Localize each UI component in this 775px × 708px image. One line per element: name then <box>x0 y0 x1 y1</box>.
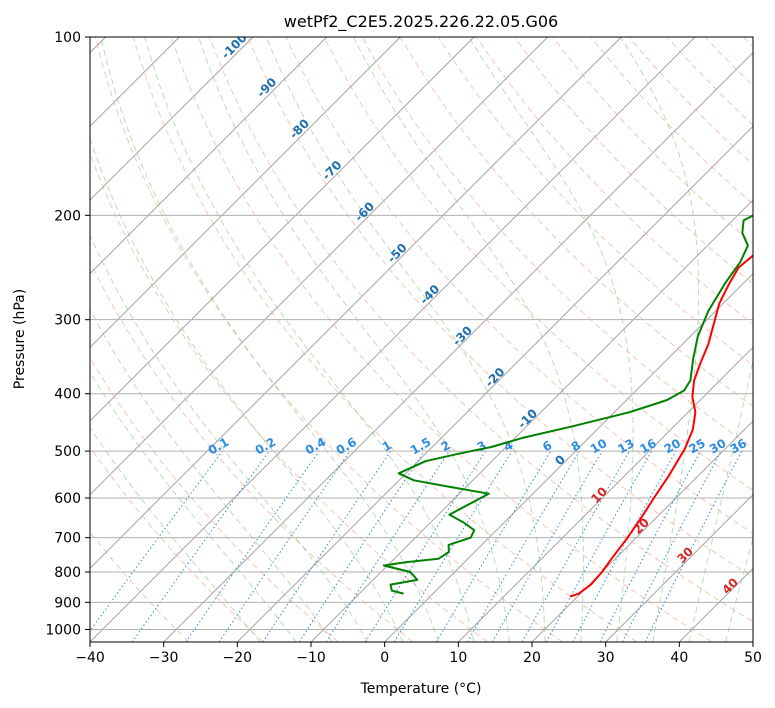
mixing-ratio-line <box>467 450 580 642</box>
isotherm-line <box>90 37 475 422</box>
mixing-ratio-line <box>364 450 486 642</box>
mixing-ratio-line <box>218 450 351 642</box>
y-tick-label: 200 <box>54 208 81 224</box>
moist-adiabat-line <box>688 358 753 642</box>
x-tick-label: 0 <box>380 650 389 666</box>
y-tick-label: 300 <box>54 313 81 329</box>
isotherm-line <box>90 37 401 348</box>
moist-adiabat-line <box>90 426 261 642</box>
mixing-ratio-line <box>185 450 320 642</box>
moist-adiabat-line <box>90 136 404 642</box>
x-tick-label: −10 <box>296 650 326 666</box>
x-tick-label: 40 <box>670 650 688 666</box>
mixing-ratio-line <box>131 450 270 642</box>
y-axis-label: Pressure (hPa) <box>12 289 28 389</box>
moist-adiabat-line <box>198 37 510 642</box>
dry-adiabat-line <box>476 37 753 325</box>
dry-adiabat-line <box>323 37 753 491</box>
mixing-ratio-line <box>90 450 223 632</box>
isotherm-line <box>458 346 753 642</box>
dry-adiabat-line <box>628 37 753 166</box>
isotherm-line <box>90 37 254 201</box>
moist-adiabat-line <box>100 37 439 642</box>
y-tick-label: 700 <box>54 531 81 547</box>
moist-adiabat-line <box>90 308 333 642</box>
moist-adiabat-line <box>620 37 700 642</box>
x-tick-label: −30 <box>149 650 179 666</box>
dry-adiabat-line <box>514 37 753 285</box>
isotherm-line <box>90 37 327 275</box>
x-tick-label: −40 <box>75 650 105 666</box>
background-lines <box>90 37 753 642</box>
x-axis-label: Temperature (°C) <box>360 681 482 697</box>
x-tick-label: 30 <box>597 650 615 666</box>
y-tick-label: 400 <box>54 387 81 403</box>
pressure-gridlines <box>90 37 753 630</box>
y-tick-label: 900 <box>54 595 81 611</box>
dewpoint-profile-line <box>382 214 753 595</box>
y-tick-label: 500 <box>54 444 81 460</box>
y-axis: 100 200 300 400 500 600 700 800 900 1000 <box>45 30 90 638</box>
isotherm-line <box>384 273 753 642</box>
moist-adiabat-line <box>144 37 475 642</box>
mixing-ratio-line <box>572 450 677 642</box>
isotherm-line <box>163 52 753 642</box>
y-tick-label: 600 <box>54 491 81 507</box>
isotherm-line <box>90 37 696 642</box>
x-tick-label: 10 <box>449 650 467 666</box>
x-axis: −40 −30 −20 −10 0 10 20 30 40 50 <box>75 642 762 666</box>
x-tick-label: −20 <box>223 650 253 666</box>
mixing-ratio-line <box>435 450 552 642</box>
isotherm-line <box>605 494 753 642</box>
mixing-ratio-line <box>545 450 653 642</box>
profile-series <box>382 214 753 598</box>
temperature-profile-line <box>569 254 753 598</box>
dry-adiabat-line <box>90 261 414 642</box>
y-tick-label: 800 <box>54 565 81 581</box>
isotherm-line <box>531 420 753 642</box>
y-tick-label: 100 <box>54 30 81 46</box>
moist-adiabat-line <box>90 371 297 642</box>
chart-title: wetPf2_C2E5.2025.226.22.05.G06 <box>284 12 558 32</box>
isotherm-line <box>237 125 753 642</box>
mixing-ratio-line <box>393 450 513 642</box>
isotherm-line <box>90 37 548 496</box>
dry-adiabat-line <box>247 37 753 578</box>
moist-adiabat-line <box>353 37 584 642</box>
isotherm-line <box>90 37 622 569</box>
x-tick-label: 50 <box>744 650 762 666</box>
moist-adiabat-line <box>90 234 369 642</box>
dry-adiabat-line <box>209 37 753 623</box>
plot-frame <box>89 36 754 643</box>
moist-adiabat-line <box>265 37 546 642</box>
x-tick-label: 20 <box>523 650 541 666</box>
dry-adiabat-line <box>399 37 753 407</box>
moist-adiabat-line <box>725 536 753 642</box>
dry-adiabat-line <box>361 37 753 449</box>
mixing-ratio-line <box>491 450 603 642</box>
y-tick-label: 1000 <box>45 622 81 638</box>
mixing-ratio-line <box>521 450 630 642</box>
dry-adiabat-line <box>94 37 563 642</box>
dry-adiabat-line <box>90 446 264 642</box>
dry-adiabat-line <box>132 37 638 642</box>
